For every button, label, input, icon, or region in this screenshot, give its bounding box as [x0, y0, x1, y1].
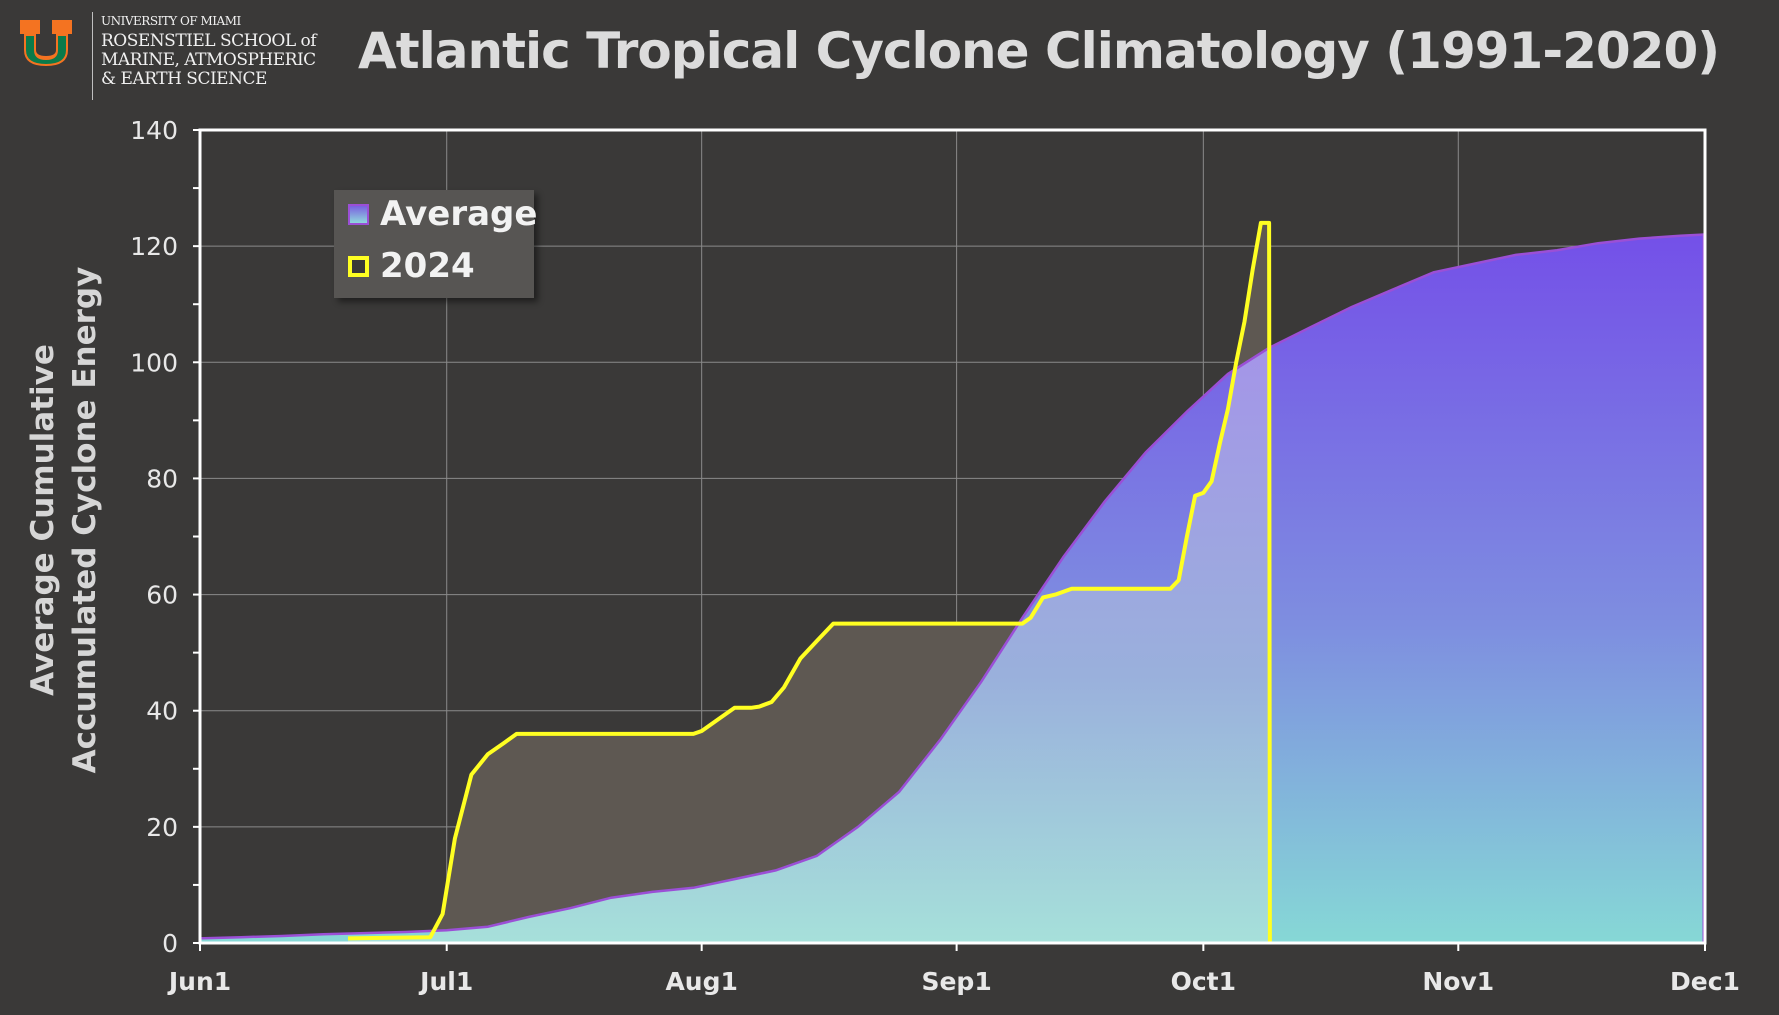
- logo-school-line-3: & EARTH SCIENCE: [101, 69, 267, 89]
- x-tick-label: Sep1: [921, 967, 991, 996]
- logo-school-line-1: ROSENSTIEL SCHOOL of: [101, 31, 317, 51]
- y-tick-label: 20: [146, 813, 178, 842]
- y-tick-label: 120: [130, 232, 178, 261]
- legend-label-2024: 2024: [380, 246, 475, 286]
- excess-area-2024: [348, 222, 1270, 934]
- logo-text: UNIVERSITY OF MIAMI ROSENSTIEL SCHOOL of…: [101, 14, 317, 89]
- legend: Average 2024: [334, 190, 537, 298]
- legend-swatch-2024: [348, 255, 369, 277]
- legend-swatch-average: [348, 203, 369, 225]
- x-tick-label: Oct1: [1171, 967, 1236, 996]
- y-tick-label: 100: [130, 348, 178, 377]
- average-area: [200, 234, 1705, 943]
- y-tick-label: 60: [146, 581, 178, 610]
- x-tick-label: Jun1: [167, 967, 231, 996]
- y-tick-label: 40: [146, 697, 178, 726]
- x-tick-label: Nov1: [1422, 967, 1494, 996]
- series-2024-line: [347, 220, 1272, 943]
- y-tick-label: 140: [130, 116, 178, 145]
- u-logo-icon: [20, 20, 72, 66]
- average-line: [200, 233, 1705, 940]
- legend-label-average: Average: [380, 194, 538, 234]
- logo-school-line-2: MARINE, ATMOSPHERIC: [101, 50, 316, 70]
- x-tick-label: Jul1: [418, 967, 473, 996]
- series-fills: [200, 222, 1705, 943]
- university-logo: UNIVERSITY OF MIAMI ROSENSTIEL SCHOOL of…: [10, 12, 330, 102]
- x-tick-label: Aug1: [665, 967, 737, 996]
- x-tick-label: Dec1: [1670, 967, 1740, 996]
- logo-divider: [92, 12, 93, 100]
- y-tick-label: 0: [162, 929, 178, 958]
- tick-labels: 0 20 40 60 80 100 120 140 Jun1 Jul1 Aug1 Sep1 Oct1 No…: [130, 116, 1740, 996]
- y-tick-label: 80: [146, 464, 178, 493]
- legend-item-2024: 2024: [348, 246, 475, 286]
- axes: [193, 128, 1707, 951]
- legend-item-average: Average: [348, 194, 537, 234]
- overlap-area-2024: [348, 347, 1270, 943]
- chart-title: Atlantic Tropical Cyclone Climatology (1…: [358, 22, 1720, 80]
- logo-university-name: UNIVERSITY OF MIAMI: [101, 14, 241, 28]
